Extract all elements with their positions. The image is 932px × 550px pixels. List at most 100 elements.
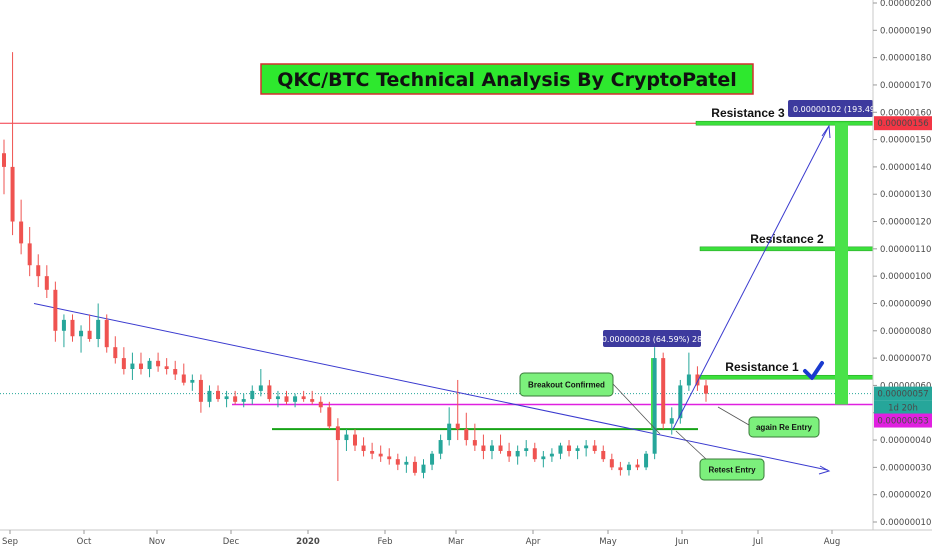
candle	[241, 393, 246, 408]
breakout-confirmed-text: Breakout Confirmed	[528, 381, 605, 390]
price-tick-label: 0.00000010	[880, 518, 931, 528]
candle	[344, 429, 349, 451]
candle	[2, 139, 6, 195]
candle-body	[481, 445, 486, 451]
candle	[455, 379, 460, 441]
candle	[601, 445, 606, 462]
candle-body	[421, 464, 426, 473]
time-tick-label: Mar	[448, 537, 465, 547]
price-tick-label: 0.00000100	[880, 272, 931, 282]
candle	[327, 401, 332, 430]
candle-body	[584, 445, 589, 449]
candle	[498, 434, 503, 454]
candle	[558, 442, 563, 460]
candle-body	[121, 358, 126, 370]
candle	[181, 363, 186, 386]
candlestick-series	[2, 52, 708, 482]
candle-body	[524, 448, 529, 451]
candle	[79, 325, 84, 353]
candle	[216, 385, 221, 402]
retest-entry-box	[699, 458, 765, 481]
candle	[567, 440, 572, 457]
candle	[464, 412, 469, 446]
candle-body	[293, 396, 298, 402]
candle	[592, 440, 597, 454]
candle-body	[104, 319, 109, 348]
price-tick-label: 0.00000150	[880, 136, 931, 146]
time-tick-label: Feb	[377, 537, 392, 547]
resistance-3-label: Resistance 3	[711, 106, 785, 120]
candle-body	[378, 453, 383, 457]
candle-body	[507, 450, 512, 457]
check-icon	[803, 361, 824, 380]
candle	[70, 314, 75, 342]
price-axis[interactable]: 0.00000200 0.00000190 0.00000180 0.00000170…	[872, 0, 932, 530]
candle-body	[130, 363, 135, 370]
candle	[224, 390, 229, 408]
candle-body	[156, 360, 161, 367]
candle-body	[686, 374, 691, 386]
candle	[481, 434, 486, 460]
candle	[104, 314, 109, 353]
candle	[61, 314, 66, 348]
chart-title: QKC/BTC Technical Analysis By CryptoPate…	[277, 69, 737, 91]
candle	[335, 418, 340, 482]
candle-body	[661, 358, 666, 424]
time-tick-label: May	[599, 537, 617, 547]
candle-body	[335, 426, 340, 441]
price-tick-label: 0.00000120	[880, 218, 931, 228]
candle-body	[27, 243, 32, 266]
candle	[258, 369, 263, 397]
candle-body	[489, 445, 494, 451]
candle	[421, 459, 426, 479]
candle-body	[61, 319, 66, 331]
candle-body	[558, 445, 563, 454]
time-axis[interactable]: Sep Oct Nov Dec 2020 Feb Mar Apr May Jun Jul Aug	[0, 529, 932, 547]
candle	[96, 303, 101, 348]
candle-body	[284, 396, 289, 402]
candle	[686, 352, 691, 391]
candle-body	[498, 445, 503, 451]
time-tick-label: 2020	[296, 537, 320, 547]
price-tick-label: 0.00000030	[880, 463, 931, 473]
candle-body	[310, 399, 315, 402]
price-badge	[874, 386, 932, 401]
candle-body	[344, 434, 349, 441]
candle-body	[10, 166, 15, 222]
title-box	[260, 63, 754, 95]
candle	[549, 448, 554, 462]
candle	[626, 461, 631, 476]
candle-body	[301, 396, 306, 400]
candle-body	[472, 440, 477, 446]
annotation-overlay: QKC/BTC Technical Analysis By CryptoPate…	[260, 63, 893, 481]
candle-body	[53, 289, 58, 331]
candle	[644, 450, 649, 471]
candle-body	[549, 453, 554, 457]
candle-body	[601, 450, 606, 460]
candle-body	[464, 429, 469, 441]
candle-body	[318, 401, 323, 408]
candle-body	[353, 434, 357, 446]
candle-body	[267, 385, 272, 400]
candle	[695, 366, 700, 391]
candle	[36, 254, 41, 288]
candle-body	[2, 153, 6, 167]
candle	[147, 358, 152, 378]
candle	[378, 445, 383, 462]
price-tick-label: 0.00000130	[880, 190, 931, 200]
candle	[353, 429, 357, 451]
candle	[138, 352, 143, 375]
price-badge	[874, 400, 932, 415]
descending-trendline	[33, 302, 829, 471]
price-tick-label: 0.00000160	[880, 108, 931, 118]
candle-body	[241, 399, 246, 402]
candle-body	[138, 363, 143, 370]
candle-body	[567, 445, 572, 451]
candle	[27, 226, 32, 277]
candle-body	[678, 385, 683, 419]
price-tick-label: 0.00000180	[880, 54, 931, 64]
price-tick-label: 0.00000140	[880, 163, 931, 173]
again-reentry-text: again Re Entry	[756, 423, 813, 432]
candle	[489, 440, 494, 460]
candle-body	[370, 450, 375, 454]
